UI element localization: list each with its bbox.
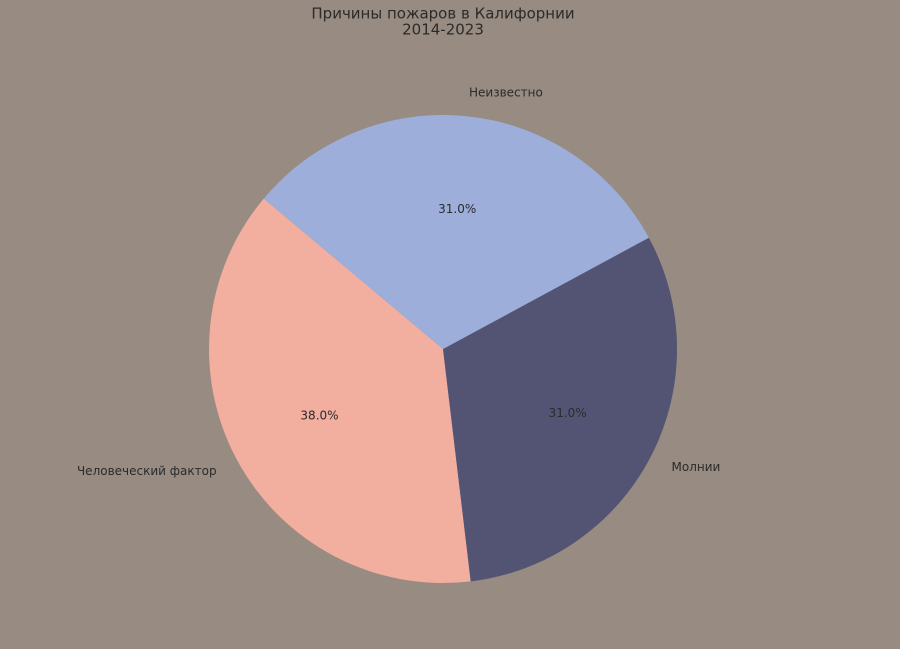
slice-label: Человеческий фактор [77, 464, 217, 478]
chart-title: Причины пожаров в Калифорнии [311, 5, 574, 23]
pie-slice [443, 237, 678, 582]
percent-label: 31.0% [438, 202, 476, 216]
slice-label: Неизвестно [469, 85, 543, 99]
chart-subtitle: 2014-2023 [402, 21, 484, 39]
pie-slice [208, 198, 471, 584]
slice-label: Молнии [672, 460, 721, 474]
percent-label: 31.0% [549, 406, 587, 420]
pie-slice [263, 114, 649, 349]
percent-label: 38.0% [300, 408, 338, 422]
